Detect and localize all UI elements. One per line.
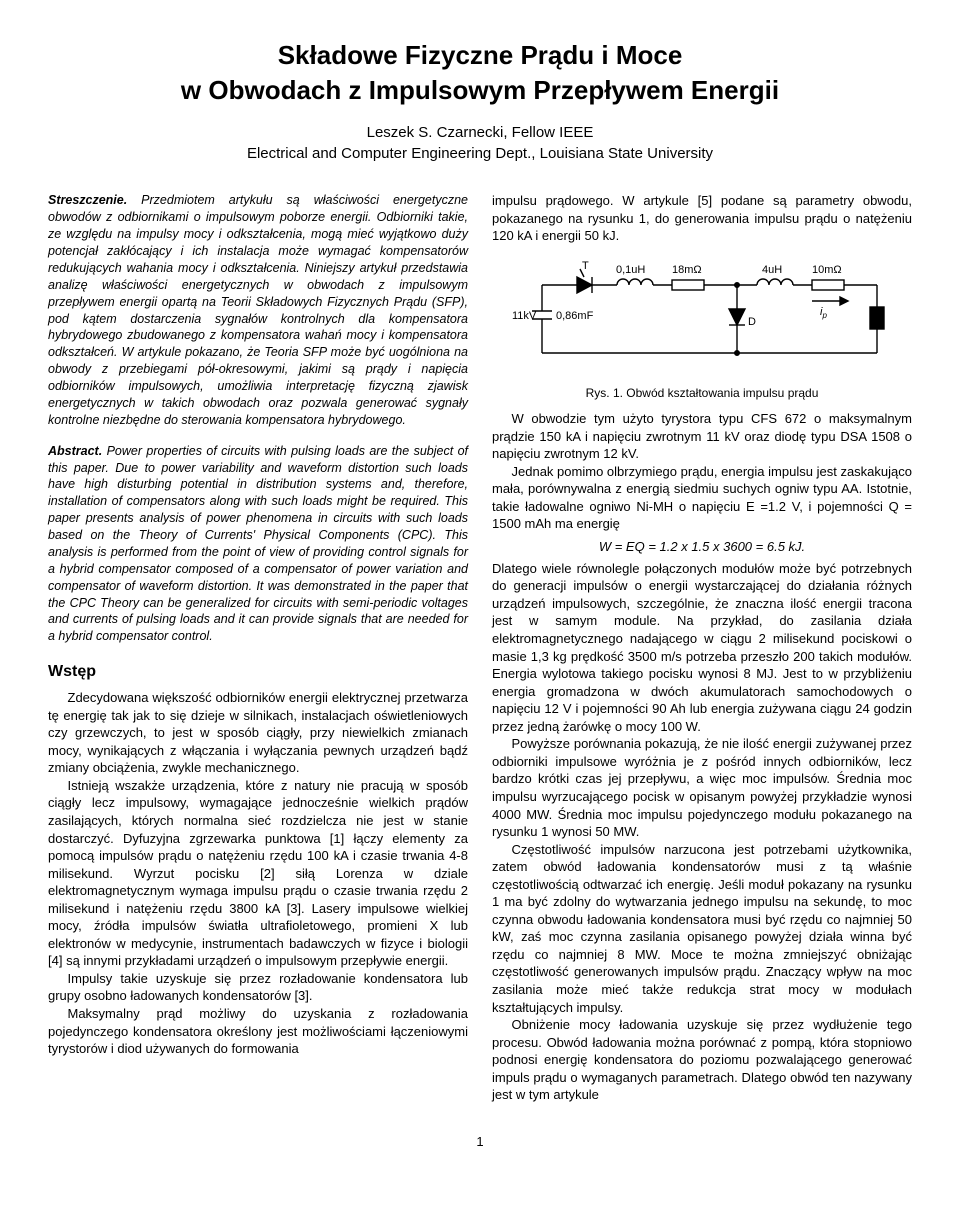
author-name: Leszek S. Czarnecki, Fellow IEEE xyxy=(48,122,912,143)
right-para-10: Częstotliwość impulsów narzucona jest po… xyxy=(492,841,912,1016)
right-para-11: Obniżenie mocy ładowania uzyskuje się pr… xyxy=(492,1016,912,1104)
label-R1: 18mΩ xyxy=(672,264,702,276)
abstract-pl-text: Przedmiotem artykułu są właściwości ener… xyxy=(48,193,468,426)
label-R2: 10mΩ xyxy=(812,264,842,276)
intro-para-1: Zdecydowana większość odbiorników energi… xyxy=(48,689,468,777)
author-affiliation: Electrical and Computer Engineering Dept… xyxy=(48,143,912,164)
circuit-diagram-svg: T 0,1uH 18mΩ 4uH 10mΩ 11kV 0,86mF D ip xyxy=(512,255,892,375)
label-L1: 0,1uH xyxy=(616,264,645,276)
intro-para-4: Maksymalny prąd możliwy do uzyskania z r… xyxy=(48,1005,468,1058)
label-ip: ip xyxy=(820,306,827,320)
right-para-9: Powyższe porównania pokazują, że nie ilo… xyxy=(492,735,912,840)
paper-title-line2: w Obwodach z Impulsowym Przepływem Energ… xyxy=(48,75,912,106)
formula-W: W = EQ = 1.2 x 1.5 x 3600 = 6.5 kJ. xyxy=(492,539,912,554)
label-D: D xyxy=(748,316,756,328)
right-para-6: W obwodzie tym użyto tyrystora typu CFS … xyxy=(492,410,912,463)
intro-para-2: Istnieją wszakże urządzenia, które z nat… xyxy=(48,777,468,970)
figure-1-caption: Rys. 1. Obwód kształtowania impulsu prąd… xyxy=(492,386,912,400)
two-column-layout: Streszczenie. Przedmiotem artykułu są wł… xyxy=(48,192,912,1103)
page-number: 1 xyxy=(48,1134,912,1149)
label-T: T xyxy=(582,260,589,272)
label-11kV: 11kV xyxy=(512,310,537,322)
label-L2: 4uH xyxy=(762,264,782,276)
author-block: Leszek S. Czarnecki, Fellow IEEE Electri… xyxy=(48,122,912,164)
section-intro-heading: Wstęp xyxy=(48,663,468,681)
abstract-english: Abstract. Power properties of circuits w… xyxy=(48,443,468,646)
right-para-7: Jednak pomimo olbrzymiego prądu, energia… xyxy=(492,463,912,533)
abstract-en-text: Power properties of circuits with pulsin… xyxy=(48,444,468,644)
right-column: impulsu prądowego. W artykule [5] podane… xyxy=(492,192,912,1103)
right-para-continue: impulsu prądowego. W artykule [5] podane… xyxy=(492,192,912,245)
figure-1: T 0,1uH 18mΩ 4uH 10mΩ 11kV 0,86mF D ip xyxy=(492,255,912,380)
abstract-en-label: Abstract. xyxy=(48,444,102,458)
label-C: 0,86mF xyxy=(556,310,594,322)
abstract-polish: Streszczenie. Przedmiotem artykułu są wł… xyxy=(48,192,468,428)
right-para-8: Dlatego wiele równolegle połączonych mod… xyxy=(492,560,912,735)
abstract-pl-label: Streszczenie. xyxy=(48,193,127,207)
paper-title-line1: Składowe Fizyczne Prądu i Moce xyxy=(48,40,912,71)
intro-para-3: Impulsy takie uzyskuje się przez rozłado… xyxy=(48,970,468,1005)
left-column: Streszczenie. Przedmiotem artykułu są wł… xyxy=(48,192,468,1103)
